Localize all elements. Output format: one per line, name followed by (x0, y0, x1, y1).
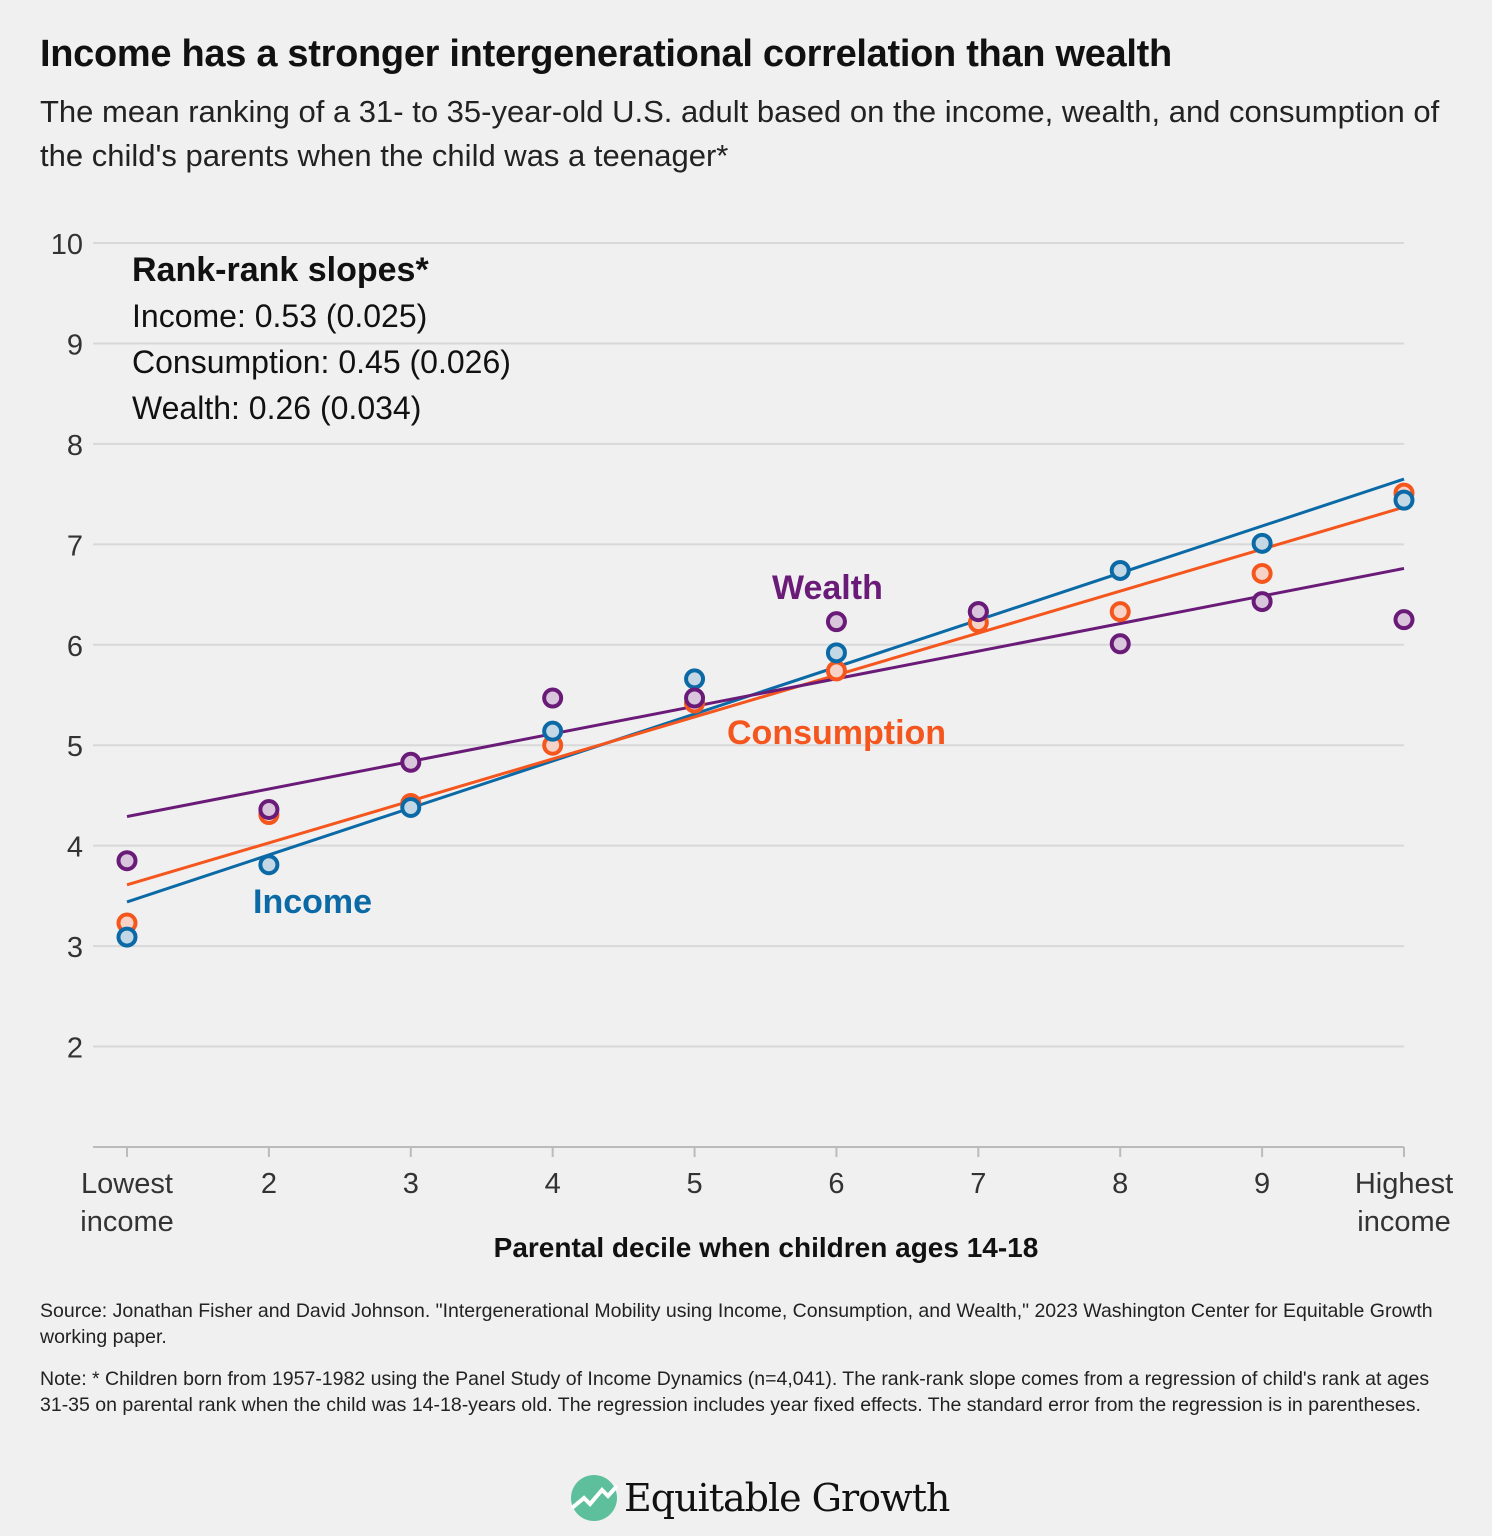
data-point-wealth (116, 850, 138, 872)
y-tick-label: 5 (67, 731, 83, 763)
y-tick-label: 7 (67, 530, 83, 562)
logo: Equitable Growth (570, 1474, 950, 1522)
x-tick-label: 8 (1112, 1168, 1128, 1200)
data-point-income (1109, 559, 1131, 581)
data-point-wealth (400, 751, 422, 773)
data-point-income (542, 720, 564, 742)
fit-line-income (126, 477, 1405, 904)
x-tick-label: 7 (970, 1168, 986, 1200)
y-tick-label: 4 (67, 832, 83, 864)
y-tick-label: 9 (67, 329, 83, 361)
data-point-wealth (825, 611, 847, 633)
x-tick-label: Lowest income (80, 1168, 174, 1238)
x-tick-label: Highest income (1355, 1168, 1453, 1238)
data-point-wealth (684, 687, 706, 709)
slope-line: Income: 0.53 (0.025) (132, 298, 427, 334)
slope-line: Wealth: 0.26 (0.034) (132, 390, 421, 426)
series-label-income: Income (253, 883, 372, 921)
chart-title: Income has a stronger intergenerational … (40, 33, 1172, 75)
x-tick-label: 6 (828, 1168, 844, 1200)
series-label-wealth: Wealth (772, 569, 883, 607)
data-point-income (400, 796, 422, 818)
y-tick-label: 10 (51, 229, 83, 261)
data-point-consumption (1109, 601, 1131, 623)
data-point-consumption (825, 660, 847, 682)
fit-line-wealth (126, 566, 1405, 819)
data-point-consumption (1251, 562, 1273, 584)
data-point-income (1251, 532, 1273, 554)
data-point-income (825, 642, 847, 664)
series-label-consumption: Consumption (727, 714, 946, 752)
data-point-income (116, 926, 138, 948)
data-point-wealth (258, 799, 280, 821)
data-point-wealth (1393, 609, 1415, 631)
y-tick-label: 3 (67, 932, 83, 964)
footer: Source: Jonathan Fisher and David Johnso… (40, 1298, 1460, 1418)
x-tick-label: 4 (545, 1168, 561, 1200)
chart: 2 3 4 5 6 7 8 9 10 Lowest income 2 3 4 5 6 7 8 9 Highest inc… (51, 229, 1453, 1263)
data-point-income (1393, 489, 1415, 511)
data-point-wealth (1251, 591, 1273, 613)
data-point-wealth (542, 687, 564, 709)
logo-text: Equitable Growth (624, 1476, 950, 1520)
data-point-income (258, 854, 280, 876)
y-tick-label: 6 (67, 631, 83, 663)
chart-subtitle: The mean ranking of a 31- to 35-year-old… (40, 94, 1440, 173)
source-text: Source: Jonathan Fisher and David Johnso… (40, 1300, 1433, 1348)
y-tick-label: 2 (67, 1033, 83, 1065)
x-tick-label: 2 (261, 1168, 277, 1200)
slopes-heading: Rank-rank slopes* (132, 251, 429, 289)
data-point-income (684, 668, 706, 690)
x-axis-label: Parental decile when children ages 14-18 (494, 1232, 1039, 1263)
y-tick-label: 8 (67, 430, 83, 462)
x-tick-label: 5 (686, 1168, 702, 1200)
header: Income has a stronger intergenerational … (40, 30, 1460, 178)
fit-line-consumption (126, 505, 1405, 887)
x-tick-label: 9 (1254, 1168, 1270, 1200)
data-point-wealth (967, 601, 989, 623)
data-point-wealth (1109, 633, 1131, 655)
slope-line: Consumption: 0.45 (0.026) (132, 344, 511, 380)
note-text: Note: * Children born from 1957-1982 usi… (40, 1368, 1430, 1416)
x-tick-label: 3 (403, 1168, 419, 1200)
logo-icon (570, 1475, 618, 1521)
